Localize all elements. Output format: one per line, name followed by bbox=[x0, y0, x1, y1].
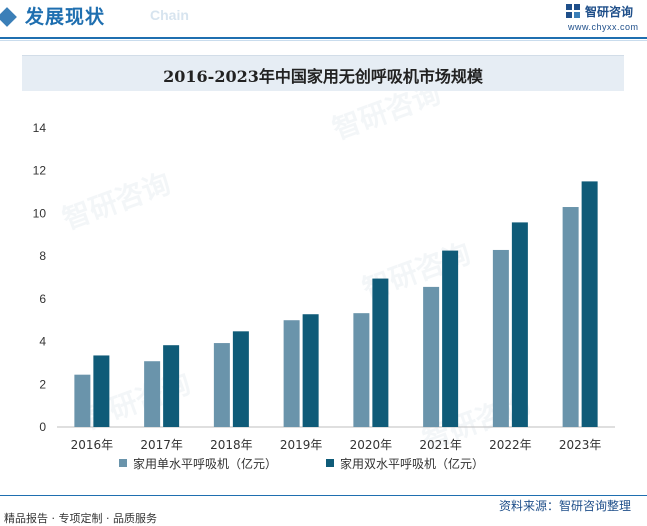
x-tick-label: 2023年 bbox=[559, 438, 602, 452]
y-tick-label: 2 bbox=[39, 377, 46, 391]
y-tick-label: 6 bbox=[39, 292, 46, 306]
bar-single-level bbox=[283, 320, 300, 427]
brand-name: 智研咨询 bbox=[585, 5, 634, 19]
bar-bi-level bbox=[511, 222, 528, 427]
brand-logo-icon bbox=[566, 4, 580, 18]
bar-single-level bbox=[423, 286, 440, 427]
source-note: 资料来源：智研咨询整理 bbox=[499, 499, 632, 513]
brand-url: www.chyxx.com bbox=[568, 22, 639, 32]
y-tick-label: 10 bbox=[33, 206, 47, 220]
legend-swatch bbox=[326, 459, 334, 467]
footer-divider bbox=[0, 495, 647, 496]
x-tick-label: 2022年 bbox=[489, 438, 532, 452]
chart-title: 2016-2023年中国家用无创呼吸机市场规模 bbox=[163, 67, 483, 86]
x-tick-label: 2017年 bbox=[140, 438, 183, 452]
bar-bi-level bbox=[442, 250, 459, 427]
bar-bi-level bbox=[372, 278, 389, 427]
y-tick-label: 0 bbox=[39, 420, 46, 434]
x-tick-label: 2020年 bbox=[350, 438, 393, 452]
bar-bi-level bbox=[93, 355, 110, 427]
bar-bi-level bbox=[581, 181, 598, 427]
bar-bi-level bbox=[302, 314, 319, 427]
chart-title-banner: 2016-2023年中国家用无创呼吸机市场规模 bbox=[22, 55, 624, 91]
bar-single-level bbox=[74, 374, 91, 427]
x-tick-label: 2019年 bbox=[280, 438, 323, 452]
section-subtitle: Chain bbox=[150, 7, 189, 23]
bar-single-level bbox=[213, 343, 230, 427]
legend-swatch bbox=[119, 459, 127, 467]
bar-bi-level bbox=[232, 331, 249, 427]
footer-slogan: 精品报告 · 专项定制 · 品质服务 bbox=[4, 512, 157, 525]
x-tick-label: 2016年 bbox=[71, 438, 114, 452]
header-divider-light bbox=[0, 40, 647, 41]
header-diamond-icon bbox=[0, 7, 17, 27]
bar-chart: 0 2 4 6 8 10 12 14 2016年 2017年 2018年 2019年 2020年 2021… bbox=[33, 121, 615, 471]
x-tick-label: 2018年 bbox=[210, 438, 253, 452]
bar-bi-level bbox=[163, 345, 180, 427]
section-title: 发展现状 bbox=[25, 6, 106, 28]
bar-single-level bbox=[492, 249, 509, 427]
bar-single-level bbox=[144, 361, 161, 427]
x-tick-label: 2021年 bbox=[419, 438, 462, 452]
y-tick-label: 12 bbox=[33, 164, 47, 178]
bar-single-level bbox=[353, 313, 370, 427]
y-tick-label: 8 bbox=[39, 249, 46, 263]
y-tick-label: 4 bbox=[39, 335, 46, 349]
header-divider bbox=[0, 37, 647, 39]
legend-label: 家用单水平呼吸机（亿元） bbox=[133, 456, 277, 471]
bar-single-level bbox=[562, 207, 579, 427]
y-tick-label: 14 bbox=[33, 121, 47, 135]
header: 发展现状 Chain 智研咨询 www.chyxx.com bbox=[0, 0, 647, 44]
legend-label: 家用双水平呼吸机（亿元） bbox=[340, 456, 484, 471]
